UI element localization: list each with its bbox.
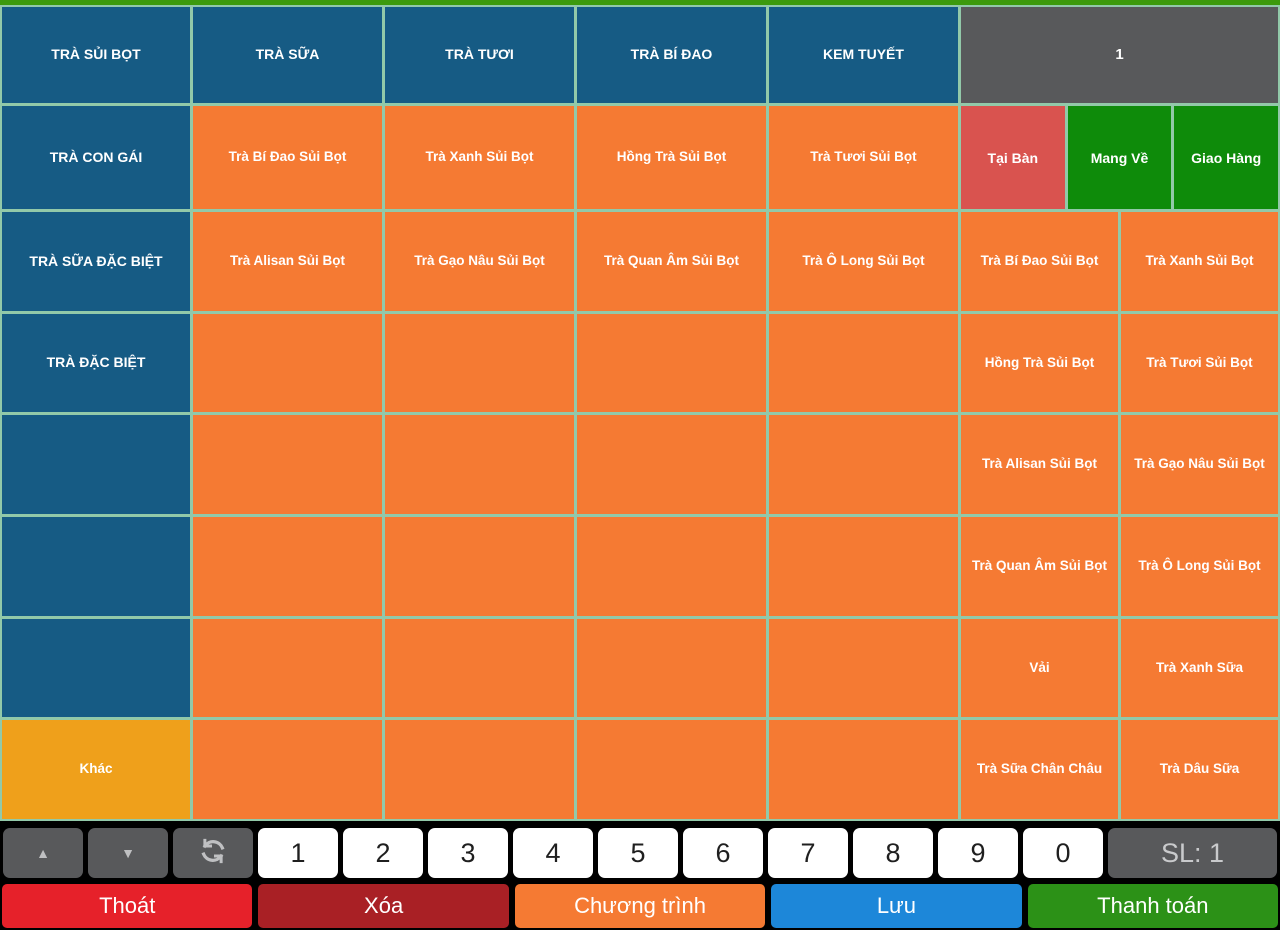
product-button[interactable]: Trà Dâu Sữa [1121,720,1278,819]
quantity-display: SL: 1 [1108,828,1277,878]
empty-product-slot [385,313,574,413]
empty-product-slot [577,618,766,718]
product-button[interactable]: Trà Xanh Sủi Bọt [385,106,574,209]
category-tab-kem-tuyet[interactable]: KEM TUYẾT [769,7,958,103]
scroll-up-button[interactable]: ▲ [3,828,83,878]
refresh-icon [198,836,228,871]
product-button[interactable]: Trà Ô Long Sủi Bọt [1121,516,1278,616]
product-button[interactable]: Trà Gạo Nâu Sủi Bọt [1121,415,1278,514]
category-tab-tra-sua[interactable]: TRÀ SỮA [193,7,382,103]
order-type-giao-hang-button[interactable]: Giao Hàng [1174,106,1278,209]
digit-key-2[interactable]: 2 [343,828,423,878]
empty-product-slot [769,415,958,514]
product-button[interactable]: Trà Sữa Chân Châu [961,720,1118,819]
exit-button[interactable]: Thoát [2,884,253,928]
empty-category-slot [2,415,190,514]
empty-product-slot [385,618,574,718]
empty-product-slot [193,415,382,514]
arrow-down-icon: ▼ [121,845,135,861]
empty-product-slot [385,516,574,616]
order-type-tai-ban-button[interactable]: Tại Bàn [961,106,1065,209]
empty-product-slot [577,720,766,819]
delete-button[interactable]: Xóa [258,884,509,928]
digit-key-3[interactable]: 3 [428,828,508,878]
product-button[interactable]: Trà Quan Âm Sủi Bọt [577,212,766,311]
digit-key-0[interactable]: 0 [1023,828,1103,878]
product-button[interactable]: Trà Quan Âm Sủi Bọt [961,516,1118,616]
digit-key-7[interactable]: 7 [768,828,848,878]
pos-product-grid: TRÀ SỦI BỌT TRÀ SỮA TRÀ TƯƠI TRÀ BÍ ĐAO … [0,5,1280,821]
category-tab-tra-tuoi[interactable]: TRÀ TƯƠI [385,7,574,103]
order-type-mang-ve-button[interactable]: Mang Về [1067,106,1172,209]
empty-product-slot [769,618,958,718]
empty-product-slot [385,415,574,514]
empty-product-slot [193,516,382,616]
category-tab-tra-dac-biet[interactable]: TRÀ ĐẶC BIỆT [2,313,190,413]
digit-key-4[interactable]: 4 [513,828,593,878]
category-tab-tra-bi-dao[interactable]: TRÀ BÍ ĐAO [577,7,766,103]
empty-product-slot [769,516,958,616]
empty-product-slot [577,313,766,413]
top-accent-strip [0,0,1280,5]
product-button[interactable]: Trà Bí Đao Sủi Bọt [193,106,382,209]
product-button[interactable]: Trà Ô Long Sủi Bọt [769,212,958,311]
empty-product-slot [769,313,958,413]
empty-category-slot [2,516,190,616]
action-bar: Thoát Xóa Chương trình Lưu Thanh toán [0,878,1280,928]
save-button[interactable]: Lưu [771,884,1022,928]
empty-product-slot [769,720,958,819]
program-button[interactable]: Chương trình [514,884,766,928]
product-button[interactable]: Trà Alisan Sủi Bọt [193,212,382,311]
empty-product-slot [193,618,382,718]
product-button[interactable]: Trà Gạo Nâu Sủi Bọt [385,212,574,311]
empty-product-slot [193,720,382,819]
arrow-up-icon: ▲ [36,845,50,861]
product-button[interactable]: Hồng Trà Sủi Bọt [961,313,1118,413]
product-button[interactable]: Trà Tươi Sủi Bọt [769,106,958,209]
product-button[interactable]: Trà Xanh Sủi Bọt [1121,212,1278,311]
category-tab-tra-sui-bot[interactable]: TRÀ SỦI BỌT [2,7,190,103]
keypad-bar: ▲ ▼ 1 2 3 4 5 6 7 8 9 0 SL: 1 [0,821,1280,878]
empty-product-slot [385,720,574,819]
order-type-group: Tại Bàn Mang Về Giao Hàng [961,106,1278,209]
product-button[interactable]: Trà Bí Đao Sủi Bọt [961,212,1118,311]
empty-product-slot [577,415,766,514]
product-button[interactable]: Trà Xanh Sữa [1121,618,1278,718]
product-button[interactable]: Vải [961,618,1118,718]
order-number-tab[interactable]: 1 [961,7,1278,103]
scroll-down-button[interactable]: ▼ [88,828,168,878]
digit-key-6[interactable]: 6 [683,828,763,878]
product-button[interactable]: Trà Alisan Sủi Bọt [961,415,1118,514]
empty-product-slot [577,516,766,616]
digit-key-9[interactable]: 9 [938,828,1018,878]
digit-key-1[interactable]: 1 [258,828,338,878]
empty-product-slot [193,313,382,413]
refresh-button[interactable] [173,828,253,878]
product-button[interactable]: Trà Tươi Sủi Bọt [1121,313,1278,413]
category-tab-khac[interactable]: Khác [2,720,190,819]
pay-button[interactable]: Thanh toán [1027,884,1279,928]
empty-category-slot [2,618,190,718]
digit-key-8[interactable]: 8 [853,828,933,878]
digit-key-5[interactable]: 5 [598,828,678,878]
category-tab-tra-sua-dac-biet[interactable]: TRÀ SỮA ĐẶC BIỆT [2,212,190,311]
product-button[interactable]: Hồng Trà Sủi Bọt [577,106,766,209]
category-tab-tra-con-gai[interactable]: TRÀ CON GÁI [2,106,190,209]
